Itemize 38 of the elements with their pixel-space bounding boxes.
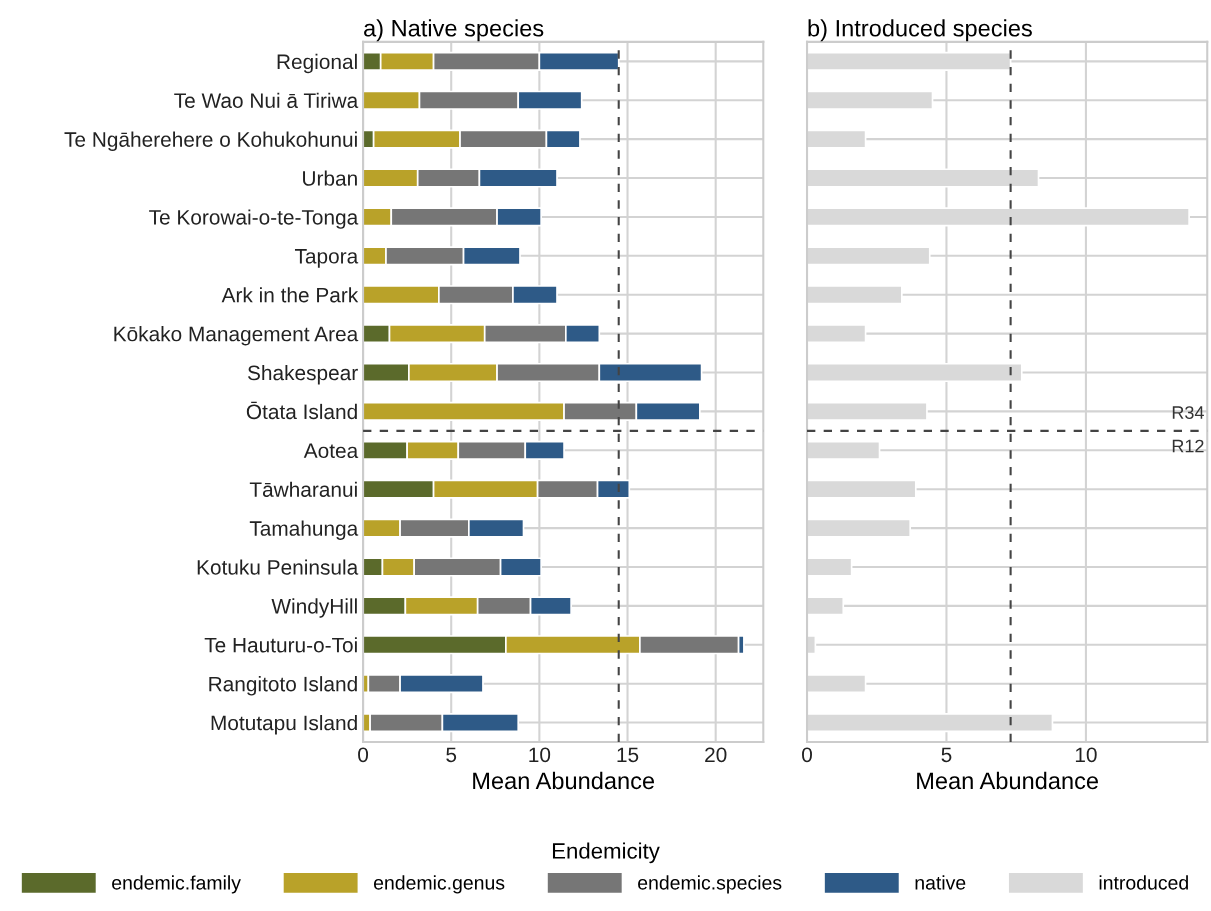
x-tick-label: 0: [358, 747, 369, 763]
annotation: R12: [1172, 439, 1204, 453]
y-tick-label: Kotuku Peninsula: [197, 559, 359, 575]
y-tick-label: Te Korowai-o-te-Tonga: [149, 209, 359, 229]
legend-label: endemic.family: [112, 875, 241, 894]
legend-label: endemic.genus: [373, 875, 505, 894]
x-tick-label: 20: [705, 747, 727, 763]
y-tick-label: Motutapu Island: [211, 715, 357, 735]
y-tick-label: Te Wao Nui ā Tiriwa: [174, 92, 359, 108]
y-tick-label: Tapora: [294, 249, 359, 268]
x-tick-label: 15: [617, 747, 639, 763]
y-tick-label: Rangitoto Island: [209, 676, 357, 696]
y-tick-label: Te Ngāherehere o Kohukohunui: [64, 131, 357, 152]
x-tick-label: 10: [1075, 747, 1097, 763]
x-tick-label: 5: [446, 747, 457, 763]
legend-label: endemic.species: [638, 875, 782, 894]
y-tick-label: Aotea: [303, 443, 359, 459]
legend-title: Endemicity: [552, 842, 660, 864]
x-tick-label: 10: [529, 747, 551, 763]
x-axis-title: Mean Abundance: [917, 771, 1098, 790]
chart-title: b) Introduced species: [808, 19, 1032, 42]
annotation: R34: [1172, 406, 1204, 419]
x-tick-label: 5: [941, 747, 952, 763]
y-tick-label: Te Hauturu-o-Toi: [204, 637, 357, 653]
legend-label: native: [915, 875, 966, 890]
y-tick-label: WindyHill: [271, 598, 357, 618]
y-tick-label: Tamahunga: [249, 520, 359, 540]
y-tick-label: Ark in the Park: [221, 287, 359, 303]
x-tick-label: 0: [802, 747, 812, 763]
y-tick-label: Kōkako Management Area: [114, 326, 359, 346]
y-tick-label: Urban: [303, 170, 357, 186]
y-tick-label: Regional: [277, 53, 357, 74]
x-axis-title: Mean Abundance: [473, 771, 655, 790]
y-tick-label: Ōtata Island: [246, 401, 357, 420]
y-tick-label: Shakespear: [247, 364, 358, 385]
chart-title: a) Native species: [364, 19, 544, 42]
y-tick-label: Tāwharanui: [249, 481, 357, 497]
legend-label: introduced: [1099, 875, 1188, 890]
